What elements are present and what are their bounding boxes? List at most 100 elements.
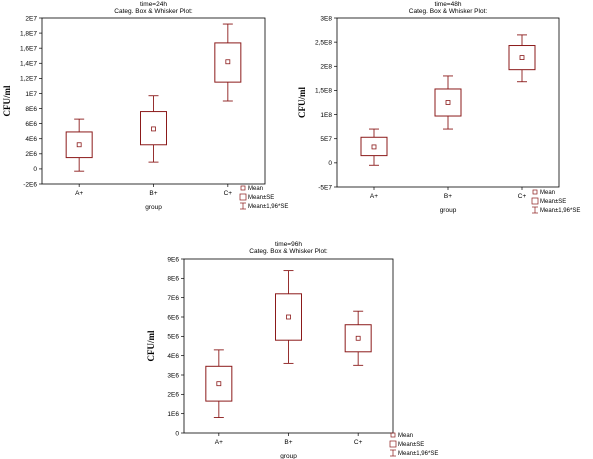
- y-tick-label: 3E6: [167, 372, 179, 379]
- box-C+: [508, 34, 536, 83]
- x-tick-label: A+: [370, 193, 378, 200]
- mean-marker: [225, 59, 231, 65]
- legend: Mean Mean±SE Mean±1,96*SE: [531, 189, 580, 214]
- se-box: [344, 324, 372, 353]
- box-B+: [434, 75, 462, 130]
- x-axis-label: group: [145, 204, 162, 211]
- legend-ci-label: Mean±1,96*SE: [540, 208, 580, 214]
- se-box: [434, 88, 462, 117]
- x-axis-label: group: [280, 453, 297, 459]
- se-box: [65, 131, 93, 159]
- legend-ci-label: Mean±1,96*SE: [398, 451, 438, 457]
- legend-se-label: Mean±SE: [540, 199, 566, 205]
- y-tick-label: -5E7: [318, 184, 332, 191]
- x-tick-label: B+: [444, 193, 452, 200]
- chart-subtitle: Categ. Box & Whisker Plot:: [114, 8, 193, 15]
- x-tick-label: B+: [149, 190, 157, 197]
- legend: Mean Mean±SE Mean±1,96*SE: [239, 185, 288, 210]
- box-A+: [65, 118, 93, 172]
- y-tick-label: 4E6: [167, 353, 179, 360]
- mean-marker: [151, 126, 156, 132]
- y-tick-label: 0: [175, 430, 179, 437]
- y-tick-label: 6E6: [25, 121, 37, 128]
- legend-se-symbol: [239, 193, 247, 201]
- chart-title: time=96h: [275, 241, 302, 248]
- y-axis-label: CFU/ml: [297, 87, 307, 118]
- legend-ci-label: Mean±1,96*SE: [248, 204, 288, 210]
- y-axis-label: CFU/ml: [146, 330, 156, 361]
- y-tick-label: 1,2E7: [20, 76, 37, 83]
- x-tick-label: B+: [284, 439, 292, 446]
- box-C+: [214, 23, 242, 102]
- y-tick-label: 7E6: [167, 295, 179, 302]
- chart-subtitle: Categ. Box & Whisker Plot:: [249, 248, 328, 255]
- y-tick-label: 9E6: [167, 256, 179, 263]
- box-A+: [205, 349, 233, 418]
- box-A+: [360, 128, 388, 166]
- y-tick-label: 5E6: [167, 334, 179, 341]
- y-tick-label: 0: [33, 166, 37, 173]
- y-tick-label: 1,6E7: [20, 45, 37, 52]
- legend-mean-label: Mean: [248, 186, 263, 192]
- y-tick-label: 4E6: [25, 136, 37, 143]
- se-box: [140, 111, 167, 146]
- mean-marker: [355, 335, 361, 341]
- box-C+: [344, 310, 372, 366]
- x-axis-label: group: [440, 207, 457, 214]
- se-box: [214, 42, 242, 83]
- se-box: [360, 136, 388, 157]
- y-tick-label: 2E6: [25, 151, 37, 158]
- mean-marker: [519, 55, 525, 60]
- x-tick-label: A+: [75, 190, 83, 197]
- x-tick-label: C+: [354, 439, 363, 446]
- y-tick-label: 8E6: [25, 106, 37, 113]
- se-box: [508, 45, 536, 71]
- x-tick-label: C+: [224, 190, 233, 197]
- legend-mean-label: Mean: [540, 190, 555, 196]
- y-tick-label: 2,5E8: [315, 39, 332, 46]
- legend-mean-symbol: [532, 189, 538, 195]
- y-tick-label: 6E6: [167, 314, 179, 321]
- box-B+: [140, 95, 167, 163]
- y-tick-label: 0: [328, 160, 332, 167]
- legend-mean-label: Mean: [398, 433, 413, 439]
- y-tick-label: 1,4E7: [20, 61, 37, 68]
- mean-marker: [76, 142, 82, 148]
- box-B+: [275, 270, 302, 364]
- y-tick-label: 1,5E8: [315, 88, 332, 95]
- y-tick-label: 2E8: [320, 64, 332, 71]
- y-tick-label: 1E7: [25, 91, 37, 98]
- se-box: [205, 365, 233, 402]
- x-tick-label: A+: [215, 439, 223, 446]
- legend-mean-symbol: [390, 432, 396, 438]
- y-tick-label: 3E8: [320, 15, 332, 22]
- legend: Mean Mean±SE Mean±1,96*SE: [389, 432, 438, 457]
- legend-se-symbol: [531, 197, 539, 205]
- x-tick-label: C+: [518, 193, 527, 200]
- legend-se-label: Mean±SE: [248, 195, 274, 201]
- mean-marker: [286, 314, 291, 320]
- chart-title: time=48h: [435, 1, 462, 8]
- legend-se-symbol: [389, 440, 397, 448]
- y-tick-label: -2E6: [23, 181, 37, 188]
- se-box: [275, 293, 302, 341]
- mean-marker: [371, 144, 377, 150]
- y-tick-label: 1E8: [320, 112, 332, 119]
- mean-marker: [216, 381, 222, 387]
- y-axis-label: CFU/ml: [2, 85, 12, 116]
- legend-mean-symbol: [240, 185, 246, 191]
- chart-title: time=24h: [140, 1, 167, 8]
- chart-subtitle: Categ. Box & Whisker Plot:: [409, 8, 488, 15]
- y-tick-label: 2E6: [167, 392, 179, 399]
- y-tick-label: 5E7: [320, 136, 332, 143]
- y-tick-label: 8E6: [167, 276, 179, 283]
- legend-se-label: Mean±SE: [398, 442, 424, 448]
- plot-frame: [336, 17, 560, 188]
- y-tick-label: 1,8E7: [20, 30, 37, 37]
- mean-marker: [445, 100, 451, 105]
- y-tick-label: 1E6: [167, 411, 179, 418]
